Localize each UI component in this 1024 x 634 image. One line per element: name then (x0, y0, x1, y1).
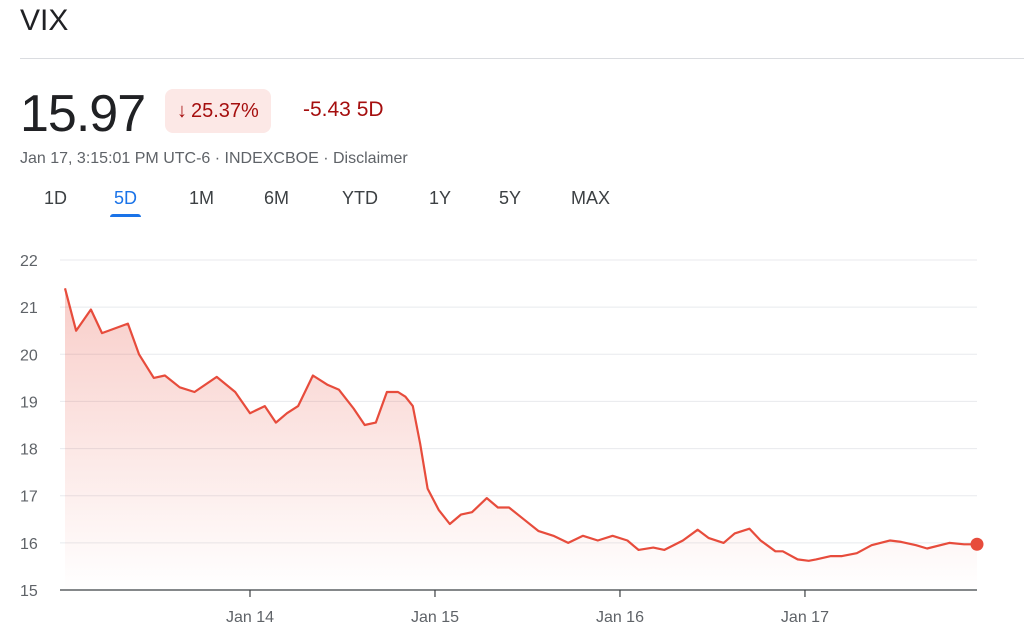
y-tick-label: 17 (20, 489, 38, 506)
price-chart[interactable]: 22 21 20 19 18 17 16 15 Jan 14 Jan 15 Jan 16 Jan 17 (0, 240, 1024, 634)
x-tick-label: Jan 15 (411, 609, 459, 626)
quote-exchange: INDEXCBOE (210, 150, 318, 167)
change-percent-badge: ↓ 25.37% (165, 89, 271, 133)
last-value-dot (970, 537, 984, 551)
y-tick-label: 22 (20, 253, 38, 270)
y-tick-label: 19 (20, 394, 38, 411)
quote-timestamp: Jan 17, 3:15:01 PM UTC-6 (20, 150, 211, 167)
y-tick-label: 15 (20, 583, 38, 600)
price-line (63, 288, 977, 562)
tab-1y[interactable]: 1Y (429, 188, 452, 208)
header-divider (20, 58, 1024, 59)
x-tick-label: Jan 16 (596, 609, 644, 626)
y-tick-label: 21 (20, 300, 38, 317)
y-tick-label: 16 (20, 536, 38, 553)
x-tick-label: Jan 17 (781, 609, 829, 626)
tab-5y[interactable]: 5Y (499, 188, 522, 208)
change-points: -5.43 5D (303, 98, 384, 121)
area-fill (65, 288, 977, 590)
disclaimer-link[interactable]: Disclaimer (319, 150, 408, 167)
tab-1d[interactable]: 1D (44, 188, 68, 208)
y-tick-label: 20 (20, 347, 38, 364)
tab-6m[interactable]: 6M (264, 188, 290, 208)
quote-meta: Jan 17, 3:15:01 PM UTC-6INDEXCBOEDisclai… (20, 150, 408, 168)
tab-1m[interactable]: 1M (189, 188, 215, 208)
tab-5d[interactable]: 5D (109, 188, 142, 217)
tab-max[interactable]: MAX (571, 188, 611, 208)
y-tick-label: 18 (20, 442, 38, 459)
current-price: 15.97 (20, 85, 146, 143)
tab-ytd[interactable]: YTD (342, 188, 378, 208)
change-percent: 25.37% (191, 99, 259, 122)
arrow-down-icon: ↓ (177, 99, 187, 122)
x-tick-label: Jan 14 (226, 609, 274, 626)
ticker-title: VIX (20, 4, 69, 37)
